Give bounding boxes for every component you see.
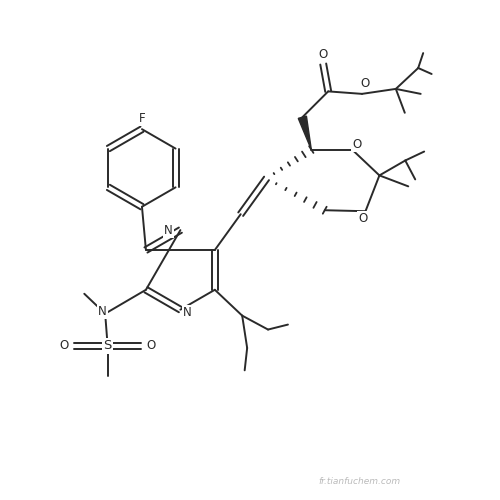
- Text: F: F: [138, 112, 145, 124]
- Text: O: O: [358, 212, 368, 225]
- Text: O: O: [60, 340, 68, 352]
- Polygon shape: [298, 116, 312, 150]
- Text: O: O: [147, 340, 156, 352]
- Text: N: N: [183, 306, 192, 318]
- Text: O: O: [361, 78, 370, 90]
- Text: O: O: [352, 138, 362, 151]
- Text: fr.tianfuchem.com: fr.tianfuchem.com: [318, 476, 400, 486]
- Text: O: O: [318, 48, 328, 60]
- Text: N: N: [164, 224, 173, 236]
- Text: N: N: [98, 304, 107, 318]
- Text: S: S: [104, 340, 112, 352]
